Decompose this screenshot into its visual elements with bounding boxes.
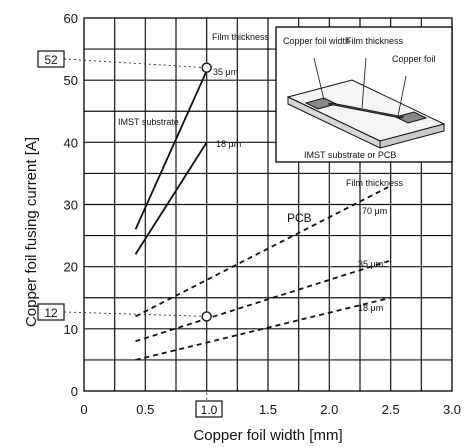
annotation-pcb: PCB <box>287 211 312 225</box>
x-tick-label: 0 <box>80 402 87 417</box>
series-line-imst-18um <box>134 141 208 255</box>
annotation-imst-18um: 18 μm <box>216 139 241 149</box>
callouts <box>63 58 208 401</box>
markers <box>201 62 212 322</box>
y-tick-label: 20 <box>64 260 78 275</box>
y-tick-label: 30 <box>64 198 78 213</box>
callout-label-12: 12 <box>44 306 58 320</box>
x-tick-label: 1.5 <box>259 402 277 417</box>
annotation-film-thickness-top: Film thickness <box>212 32 270 42</box>
series-line-pcb-18um <box>135 296 391 361</box>
annotation-imst-substrate: IMST substrate <box>118 117 179 127</box>
annotation-imst-35um: 35 μm <box>213 67 238 77</box>
y-tick-labels: 0 10 20 30 40 50 60 <box>64 11 78 399</box>
series <box>134 70 392 361</box>
callout-label-52: 52 <box>44 53 58 67</box>
callout-line-12 <box>63 311 207 317</box>
inset-leader-width <box>313 57 325 101</box>
y-tick-label: 60 <box>64 11 78 26</box>
annotation-pcb-35um: 35 μm <box>358 259 383 269</box>
x-tick-label: 0.5 <box>136 402 154 417</box>
data-marker <box>201 62 212 73</box>
annotation-film-thickness-mid: Film thickness <box>346 178 404 188</box>
x-tick-label: 2.0 <box>320 402 338 417</box>
y-tick-label: 50 <box>64 73 78 88</box>
x-tick-label: 3.0 <box>443 402 461 417</box>
inset-diagram: Copper foil width Film thickness Copper … <box>275 26 453 163</box>
annotation-pcb-18um: 18 μm <box>358 303 383 313</box>
x-tick-labels: 0 0.5 1.5 2.0 2.5 3.0 <box>80 402 461 417</box>
series-line-pcb-70um <box>135 185 392 318</box>
x-tick-label: 2.5 <box>382 402 400 417</box>
callout-box-x <box>195 400 223 418</box>
y-tick-label: 10 <box>64 322 78 337</box>
axes <box>83 17 453 392</box>
y-tick-label: 40 <box>64 135 78 150</box>
inset-copper-pad-right <box>394 111 428 124</box>
inset-label-copper-foil: Copper foil <box>392 54 436 64</box>
inset-label-film-thickness: Film thickness <box>346 36 404 46</box>
callout-box-52 <box>37 50 65 68</box>
inset-leader-foil <box>397 75 407 117</box>
x-axis-label: Copper foil width [mm] <box>193 427 342 444</box>
plot-frame <box>83 17 453 392</box>
y-tick-label: 0 <box>71 384 78 399</box>
data-marker <box>201 311 212 322</box>
inset-leader-thickness <box>361 57 367 109</box>
inset-copper-strip <box>327 102 405 119</box>
y-axis-label: Copper foil fusing current [A] <box>23 137 40 327</box>
inset-substrate-side <box>379 123 445 149</box>
callout-label-x: 1.0 <box>201 403 218 417</box>
series-line-imst-35um <box>134 70 208 230</box>
callout-box-12 <box>37 303 65 321</box>
annotation-pcb-70um: 70 μm <box>362 206 387 216</box>
callout-line-52 <box>63 58 207 69</box>
inset-label-substrate: IMST substrate or PCB <box>304 150 396 160</box>
inset-label-copper-foil-width: Copper foil width <box>283 36 350 46</box>
